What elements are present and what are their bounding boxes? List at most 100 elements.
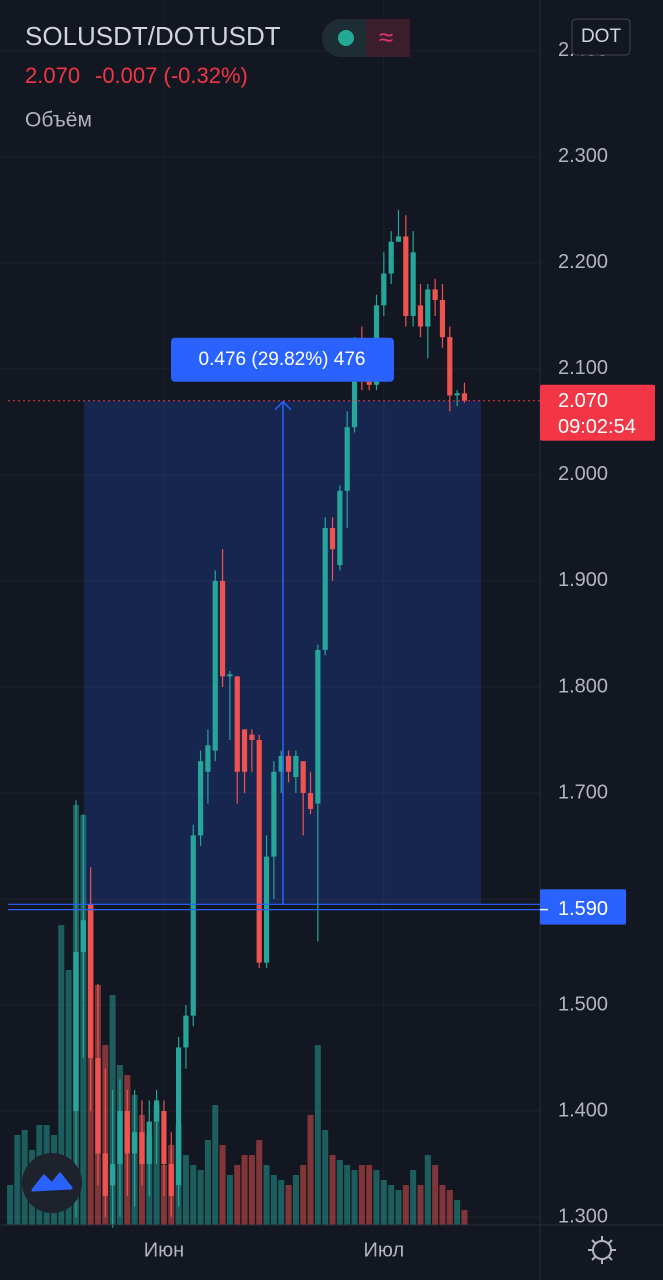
candle-body [256, 739, 262, 963]
volume-bar [190, 1165, 197, 1225]
current-price-label: 2.070 [558, 390, 608, 412]
volume-bar [7, 1185, 13, 1225]
volume-bar [278, 1180, 285, 1225]
candle-body [351, 347, 358, 428]
overlay: 0.476 (29.82%) 4761.5951.5902.07009:02:5… [8, 337, 655, 925]
volume-bar [226, 1175, 233, 1225]
volume-bar [417, 1185, 424, 1225]
volume-bar [234, 1165, 241, 1225]
candle-body [454, 393, 460, 396]
volume-bar [446, 1190, 453, 1225]
y-tick-label: 1.800 [558, 675, 608, 697]
measure-label-box [171, 337, 394, 382]
measure-label: 0.476 (29.82%) 476 [199, 349, 366, 370]
candle-body [461, 393, 468, 401]
volume-bar [454, 1200, 461, 1225]
candle-body [285, 755, 292, 772]
volume-bar [256, 1140, 263, 1225]
candle-body [175, 1047, 182, 1186]
status-pill-right [366, 19, 410, 57]
y-tick-label: 1.500 [558, 993, 608, 1015]
logo-icon [31, 1172, 73, 1192]
volume-bar [248, 1155, 255, 1225]
y-tick-label: 2.300 [558, 145, 608, 167]
y-tick-label: 1.900 [558, 569, 608, 591]
candle-body [183, 1015, 189, 1048]
candle-body [132, 1132, 138, 1154]
volume-bar [14, 1135, 21, 1225]
candle-body [322, 527, 328, 650]
compare-button-label[interactable]: DOT [581, 26, 622, 47]
candle-body [329, 527, 336, 550]
candle-body [278, 755, 284, 772]
candle-body [102, 1153, 108, 1196]
volume-bar [58, 925, 65, 1225]
volume-bar [410, 1170, 417, 1225]
candle-body [395, 236, 402, 242]
volume-bar [424, 1155, 431, 1225]
candle-body [403, 236, 409, 316]
candle-body [417, 305, 424, 327]
volume-bar [358, 1165, 365, 1225]
candle-body [80, 920, 86, 953]
candle-body [161, 1111, 167, 1165]
volume-bar [373, 1170, 380, 1225]
volume-bar [314, 1045, 321, 1225]
candle-body [366, 379, 372, 385]
volume-bar [153, 1105, 160, 1225]
settings-icon-rays [588, 1236, 616, 1264]
volume-bar [212, 1105, 219, 1225]
candle-body [110, 1164, 116, 1186]
candle-body [344, 427, 350, 491]
candle-body [315, 649, 321, 804]
volume-bar [241, 1155, 248, 1225]
candle-body [432, 289, 438, 301]
volume-bar [219, 1145, 226, 1225]
candle-body [439, 300, 446, 338]
candle-body [168, 1164, 174, 1196]
market-open-dot [338, 30, 354, 46]
volume-bar [322, 1130, 329, 1225]
candle-body [227, 674, 233, 677]
y-tick-label: 1.300 [558, 1205, 608, 1227]
candle-body [388, 241, 394, 274]
candle-body [205, 745, 211, 772]
current-price-tag [540, 384, 655, 441]
volume-bar [285, 1185, 292, 1225]
volume-bar [366, 1165, 373, 1225]
candle-body [300, 761, 306, 793]
candle-body [410, 252, 416, 316]
candle-body [337, 490, 343, 566]
volume-bar [432, 1165, 439, 1225]
y-tick-label: 1.700 [558, 781, 608, 803]
candle-body [190, 835, 196, 1016]
volume-bar [380, 1180, 387, 1225]
volume-bar [439, 1185, 446, 1225]
volume-bar [300, 1165, 307, 1225]
y-tick-label: 2.200 [558, 251, 608, 273]
y-tick-label: 2.100 [558, 357, 608, 379]
symbol-title: SOLUSDT/DOTUSDT [25, 21, 281, 51]
countdown: 09:02:54 [558, 416, 636, 438]
candle-body [219, 580, 226, 677]
measure-arrowhead [274, 400, 292, 411]
candle-body [447, 337, 453, 396]
volume-bar [344, 1165, 351, 1225]
candle-body [271, 771, 277, 857]
volume-bar [329, 1155, 336, 1225]
candle-body [117, 1111, 123, 1165]
candle-body [212, 580, 218, 751]
compare-button[interactable] [571, 18, 631, 56]
volume-bar [292, 1175, 299, 1225]
volume-bar [336, 1160, 343, 1225]
data-delay-icon: ≈ [379, 22, 393, 52]
candle-body [249, 734, 255, 740]
price-axis: 1.3001.4001.5001.6001.7001.8001.9002.000… [144, 39, 608, 1261]
candle-body [73, 952, 79, 1112]
volume-bar [402, 1185, 409, 1225]
volume-bar [65, 970, 72, 1225]
candle-body [241, 729, 248, 772]
y-tick-label: 1.400 [558, 1099, 608, 1121]
candle-body [197, 761, 204, 836]
